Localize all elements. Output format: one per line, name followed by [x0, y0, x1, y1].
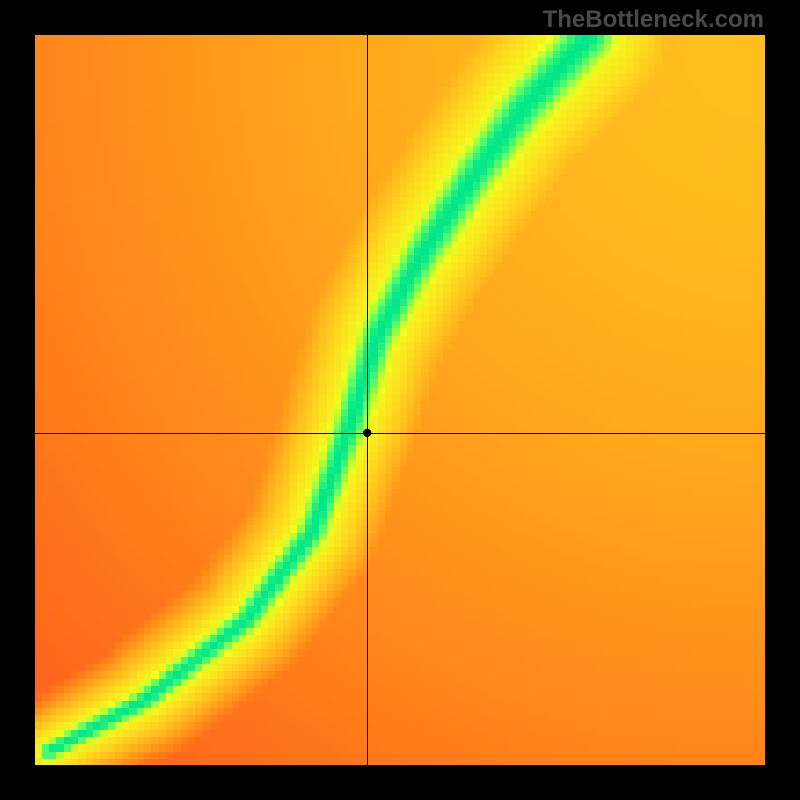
- watermark-text: TheBottleneck.com: [543, 6, 764, 34]
- heatmap-canvas: [35, 35, 765, 765]
- chart-container: { "type": "heatmap", "canvas": { "width_…: [0, 0, 800, 800]
